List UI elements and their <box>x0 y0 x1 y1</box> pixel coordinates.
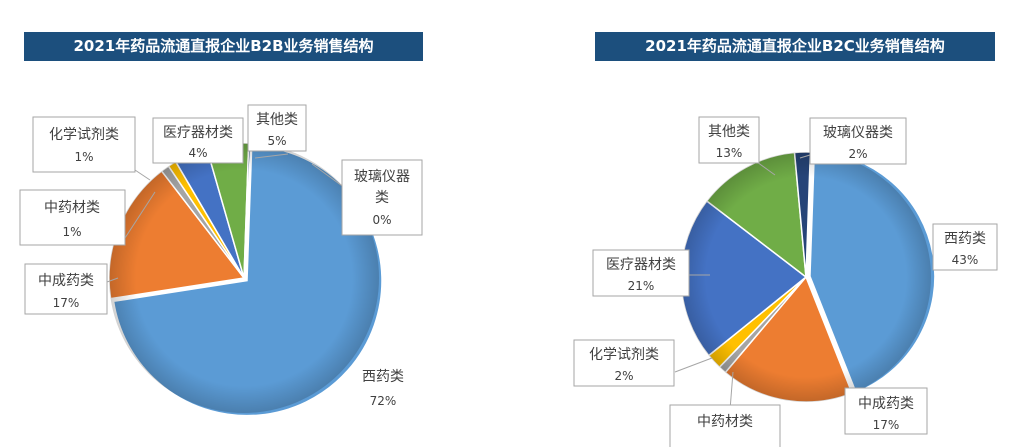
label-b2c-boli: 玻璃仪器类 2% <box>809 117 907 165</box>
label-text: 其他类 <box>708 124 750 140</box>
label-b2b-boli: 玻璃仪器 类 0% <box>341 159 423 236</box>
label-value: 43% <box>952 253 979 267</box>
label-text: 类 <box>375 190 389 206</box>
label-b2b-zhongcheng: 中成药类 17% <box>24 263 108 315</box>
label-b2b-zhongyaocai: 中药材类 1% <box>19 189 126 246</box>
label-text: 化学试剂类 <box>49 127 119 143</box>
label-b2b-xiyao: 西药类 72% <box>362 369 404 408</box>
label-value: 17% <box>873 418 900 432</box>
label-value: 1% <box>62 225 81 239</box>
label-text: 中成药类 <box>38 273 94 289</box>
label-text: 医疗器材类 <box>163 125 233 141</box>
label-text: 西药类 <box>944 231 986 247</box>
pie-shading <box>109 143 379 413</box>
label-b2b-huaxue: 化学试剂类 1% <box>32 116 136 173</box>
label-value: 4% <box>188 146 207 160</box>
label-text: 中药材类 <box>44 200 100 216</box>
label-text: 中药材类 <box>697 414 753 430</box>
label-text: 化学试剂类 <box>589 347 659 363</box>
label-b2c-huaxue: 化学试剂类 2% <box>573 339 675 387</box>
pie-b2c <box>680 150 936 403</box>
pie-b2b <box>108 142 383 417</box>
chart-title-b2c: 2021年药品流通直报企业B2C业务销售结构 <box>595 32 995 61</box>
label-b2b-yiliao: 医疗器材类 4% <box>152 117 244 164</box>
label-text: 西药类 <box>362 369 404 385</box>
label-value: 17% <box>53 296 80 310</box>
chart-title-b2b: 2021年药品流通直报企业B2B业务销售结构 <box>24 32 423 61</box>
label-b2c-qita: 其他类 13% <box>698 116 760 164</box>
label-b2c-zhongcheng: 中成药类 17% <box>844 387 928 435</box>
label-value: 72% <box>370 394 397 408</box>
label-text: 其他类 <box>256 112 298 128</box>
label-b2b-qita: 其他类 5% <box>247 104 307 152</box>
label-value: 13% <box>716 146 743 160</box>
label-value: 5% <box>267 134 286 148</box>
label-text: 玻璃仪器类 <box>823 124 893 141</box>
label-value: 2% <box>848 147 867 161</box>
b2c-leaders <box>674 154 811 411</box>
label-value: 2% <box>614 369 633 383</box>
label-text: 中成药类 <box>858 396 914 412</box>
label-value: 0% <box>372 213 391 227</box>
label-b2c-zhongyaocai: 中药材类 <box>669 404 781 447</box>
label-value: 1% <box>74 150 93 164</box>
label-value: 21% <box>628 279 655 293</box>
label-text: 医疗器材类 <box>606 257 676 273</box>
label-text: 玻璃仪器 <box>354 168 410 185</box>
label-b2c-yiliao: 医疗器材类 21% <box>592 249 690 297</box>
label-b2c-xiyao: 西药类 43% <box>932 223 998 271</box>
pie-shading <box>681 152 931 402</box>
